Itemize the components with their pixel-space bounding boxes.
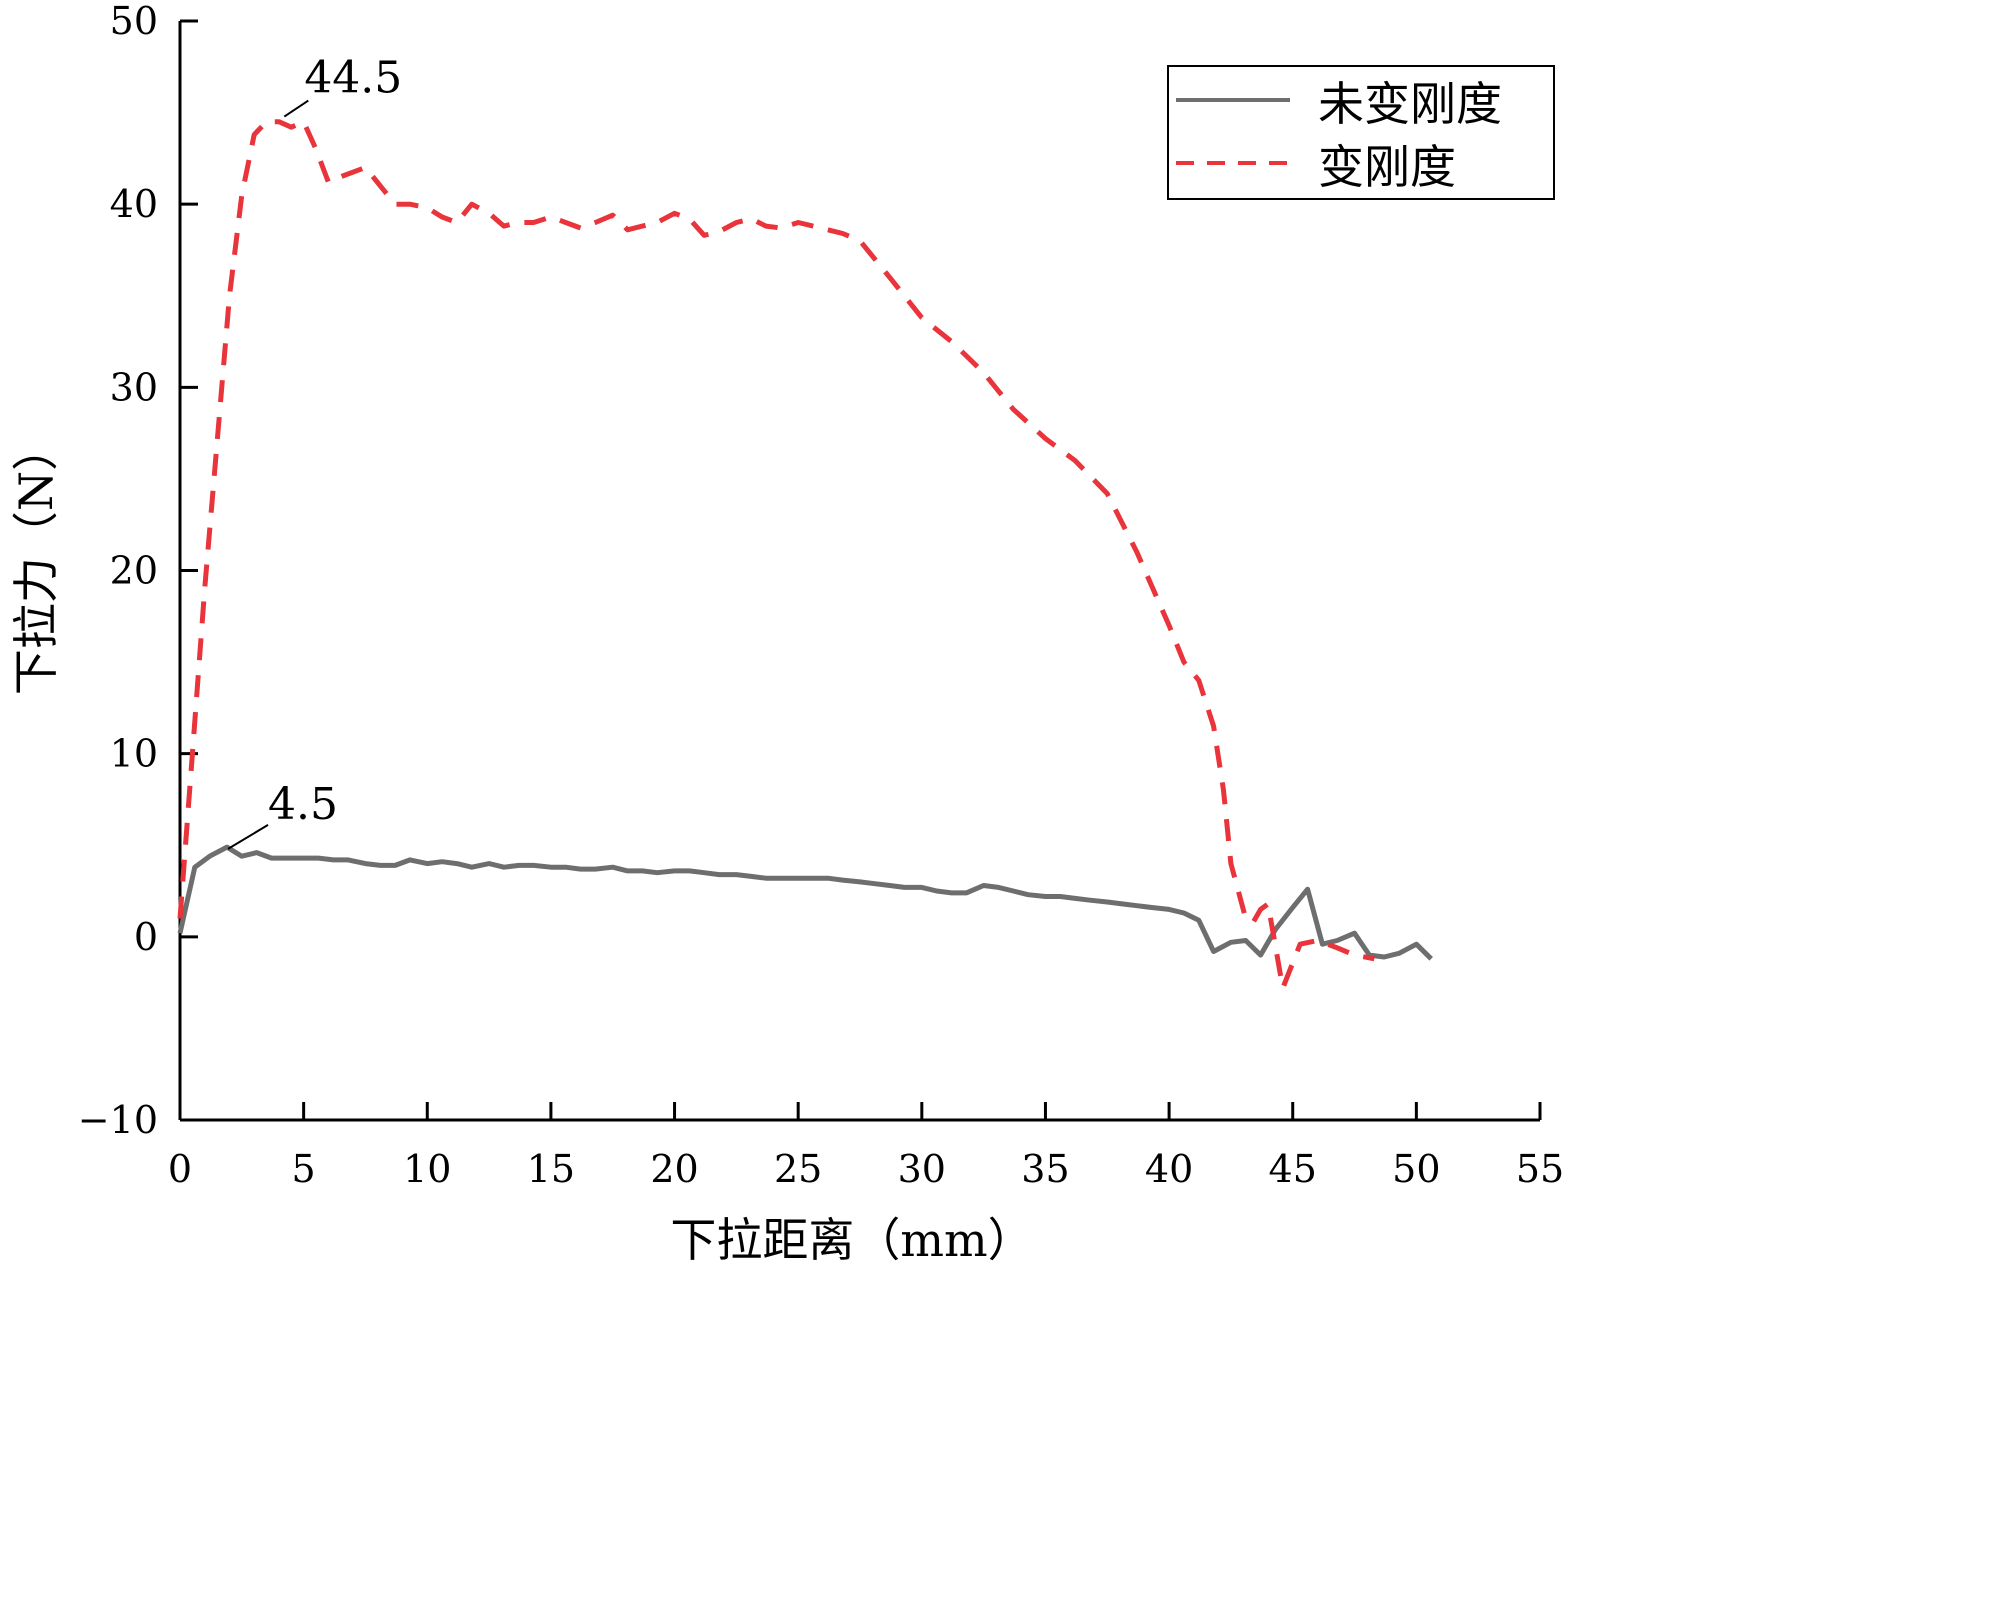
x-tick-label: 25 [774,1147,822,1191]
y-axis-title: 下拉力（N） [9,425,63,695]
annotation-label-initial: 4.5 [268,779,338,830]
y-tick-label: 40 [110,182,158,226]
x-tick-label: 55 [1516,1147,1564,1191]
legend-label-series-0: 未变刚度 [1318,77,1502,131]
y-tick-label: 50 [110,0,158,43]
x-tick-label: 10 [403,1147,451,1191]
x-axis-title: 下拉距离（mm） [670,1213,1033,1267]
y-tick-label: 30 [110,365,158,409]
annotation-leader-peak [283,99,309,118]
y-tick-label: −10 [78,1098,158,1142]
annotation-layer: 44.5 4.5 [227,53,402,850]
x-tick-label: 45 [1269,1147,1317,1191]
annotation-leader-initial [227,824,269,850]
series-layer [177,119,1433,991]
x-tick-label: 40 [1145,1147,1193,1191]
annotation-label-peak: 44.5 [304,53,402,104]
legend-box [1167,65,1555,200]
x-tick-label: 30 [898,1147,946,1191]
x-tick-label: 50 [1392,1147,1440,1191]
legend: 未变刚度 变刚度 [1167,65,1555,200]
x-tick-label: 35 [1021,1147,1069,1191]
y-tick-label: 0 [134,915,158,959]
series-line-1 [177,119,1375,991]
series-line-0 [177,844,1433,961]
x-tick-label: 0 [168,1147,192,1191]
x-tick-label: 15 [527,1147,575,1191]
y-tick-label: 10 [110,732,158,776]
x-tick-label: 5 [292,1147,316,1191]
y-tick-label: 20 [110,549,158,593]
x-tick-label: 20 [650,1147,698,1191]
legend-label-series-1: 变刚度 [1318,140,1456,194]
